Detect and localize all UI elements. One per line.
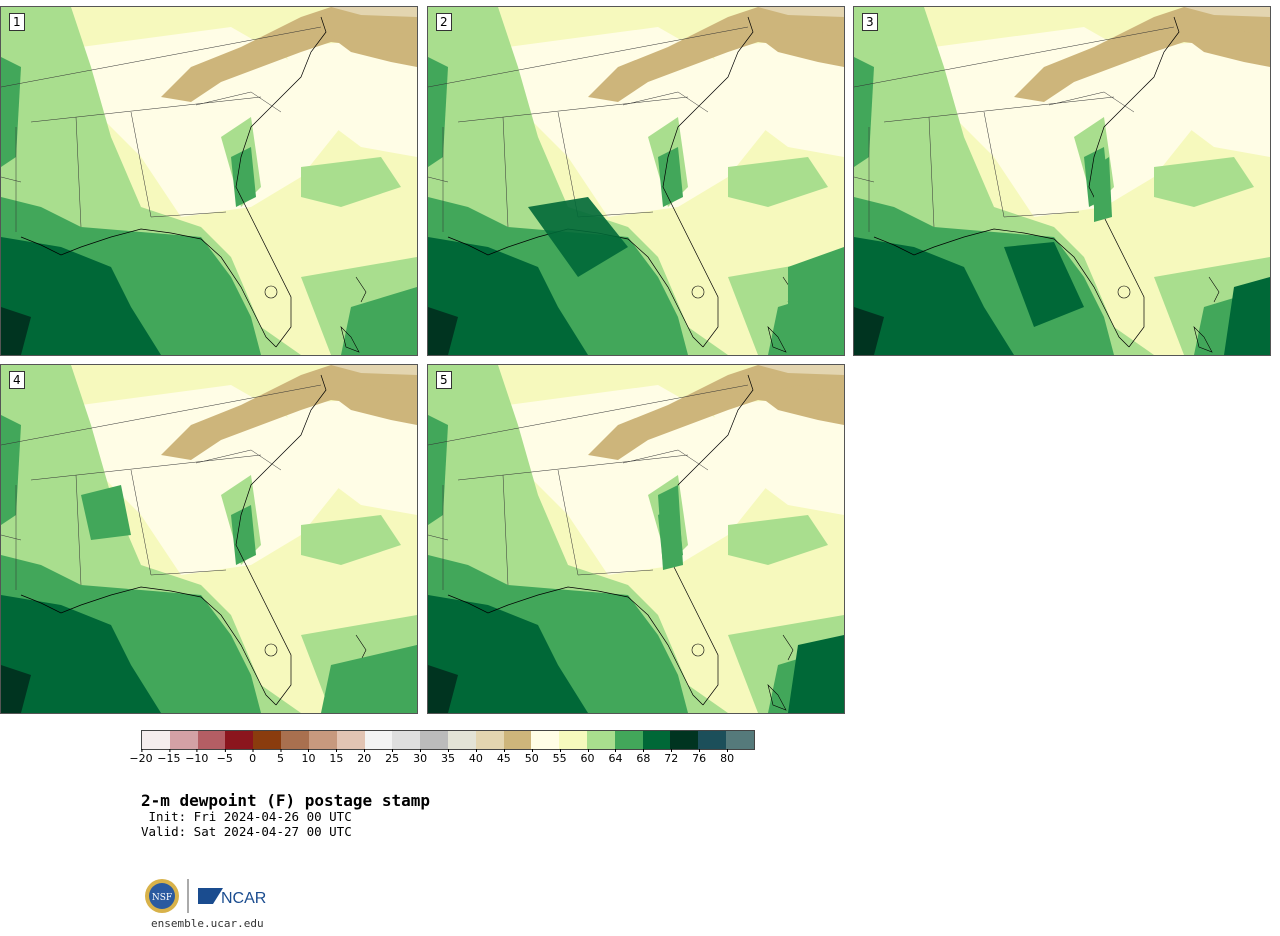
ensemble-member-map-5: 5: [427, 364, 845, 714]
member-label: 5: [436, 371, 452, 389]
colorbar-tick: 60: [580, 749, 595, 765]
ncar-logo: NCAR: [198, 888, 266, 907]
nsf-logo-text: NSF: [152, 893, 172, 903]
colorbar-tick: 15: [329, 749, 344, 765]
colorbar-swatch: [531, 731, 560, 749]
ensemble-member-map-3: 3: [853, 6, 1271, 356]
colorbar-swatch: [726, 731, 754, 749]
colorbar-swatch: [169, 731, 198, 749]
colorbar-tick: 72: [664, 749, 679, 765]
colorbar-tick: 30: [413, 749, 428, 765]
sponsor-logos: NSF NCAR: [145, 879, 266, 913]
colorbar-tick: 64: [608, 749, 623, 765]
colorbar-tick: 76: [692, 749, 707, 765]
colorbar-swatch: [336, 731, 365, 749]
colorbar-swatch: [587, 731, 615, 749]
colorbar-swatch: [420, 731, 448, 749]
colorbar-swatch: [503, 731, 532, 749]
colorbar-tick: 50: [524, 749, 539, 765]
colorbar-swatch: [142, 731, 170, 749]
member-label: 2: [436, 13, 452, 31]
map-image: [428, 7, 844, 355]
colorbar-tick: 5: [277, 749, 285, 765]
figure-title: 2-m dewpoint (F) postage stamp: [141, 791, 430, 810]
dewpoint-colorbar: [141, 730, 755, 750]
colorbar-tick: 25: [385, 749, 400, 765]
colorbar-swatch: [475, 731, 504, 749]
colorbar-tick: 35: [441, 749, 455, 765]
map-image: [428, 365, 844, 713]
init-time: Init: Fri 2024-04-26 00 UTC: [141, 809, 352, 824]
colorbar-swatch: [392, 731, 421, 749]
colorbar-tick: 45: [496, 749, 511, 765]
colorbar-tick: −15: [157, 749, 181, 765]
site-url: ensemble.ucar.edu: [151, 917, 264, 930]
colorbar-swatch: [698, 731, 727, 749]
colorbar-swatch: [253, 731, 282, 749]
colorbar-swatch: [281, 731, 309, 749]
colorbar-swatch: [559, 731, 587, 749]
ensemble-member-map-2: 2: [427, 6, 845, 356]
map-image: [1, 7, 417, 355]
ncar-logo-text: NCAR: [221, 890, 266, 907]
colorbar-swatch: [614, 731, 643, 749]
colorbar-swatch: [225, 731, 254, 749]
member-label: 4: [9, 371, 25, 389]
member-label: 1: [9, 13, 25, 31]
colorbar-tick: 20: [357, 749, 372, 765]
valid-time: Valid: Sat 2024-04-27 00 UTC: [141, 824, 352, 839]
colorbar-tick: −20: [129, 749, 153, 765]
colorbar-swatch: [364, 731, 393, 749]
colorbar-swatch: [197, 731, 226, 749]
colorbar-tick: 10: [301, 749, 316, 765]
colorbar-swatch: [670, 731, 699, 749]
ensemble-member-map-1: 1: [0, 6, 418, 356]
colorbar-tick: 55: [552, 749, 567, 765]
colorbar-swatch: [447, 731, 476, 749]
member-label: 3: [862, 13, 878, 31]
colorbar-tick: 40: [468, 749, 483, 765]
colorbar-swatch: [642, 731, 671, 749]
map-image: [1, 365, 417, 713]
colorbar-tick: −10: [185, 749, 209, 765]
colorbar-tick: 0: [249, 749, 257, 765]
colorbar-swatch: [308, 731, 337, 749]
ensemble-member-map-4: 4: [0, 364, 418, 714]
colorbar-tick: 68: [636, 749, 651, 765]
map-image: [854, 7, 1270, 355]
colorbar-tick-labels: −20 −15 −10 −5 0 5 10 15 20 25 30 35 40 45 50 55 60 64 68 7…: [129, 749, 755, 772]
colorbar-tick: −5: [216, 749, 233, 765]
colorbar-tick: 80: [720, 749, 735, 765]
nsf-logo: NSF: [145, 879, 179, 913]
